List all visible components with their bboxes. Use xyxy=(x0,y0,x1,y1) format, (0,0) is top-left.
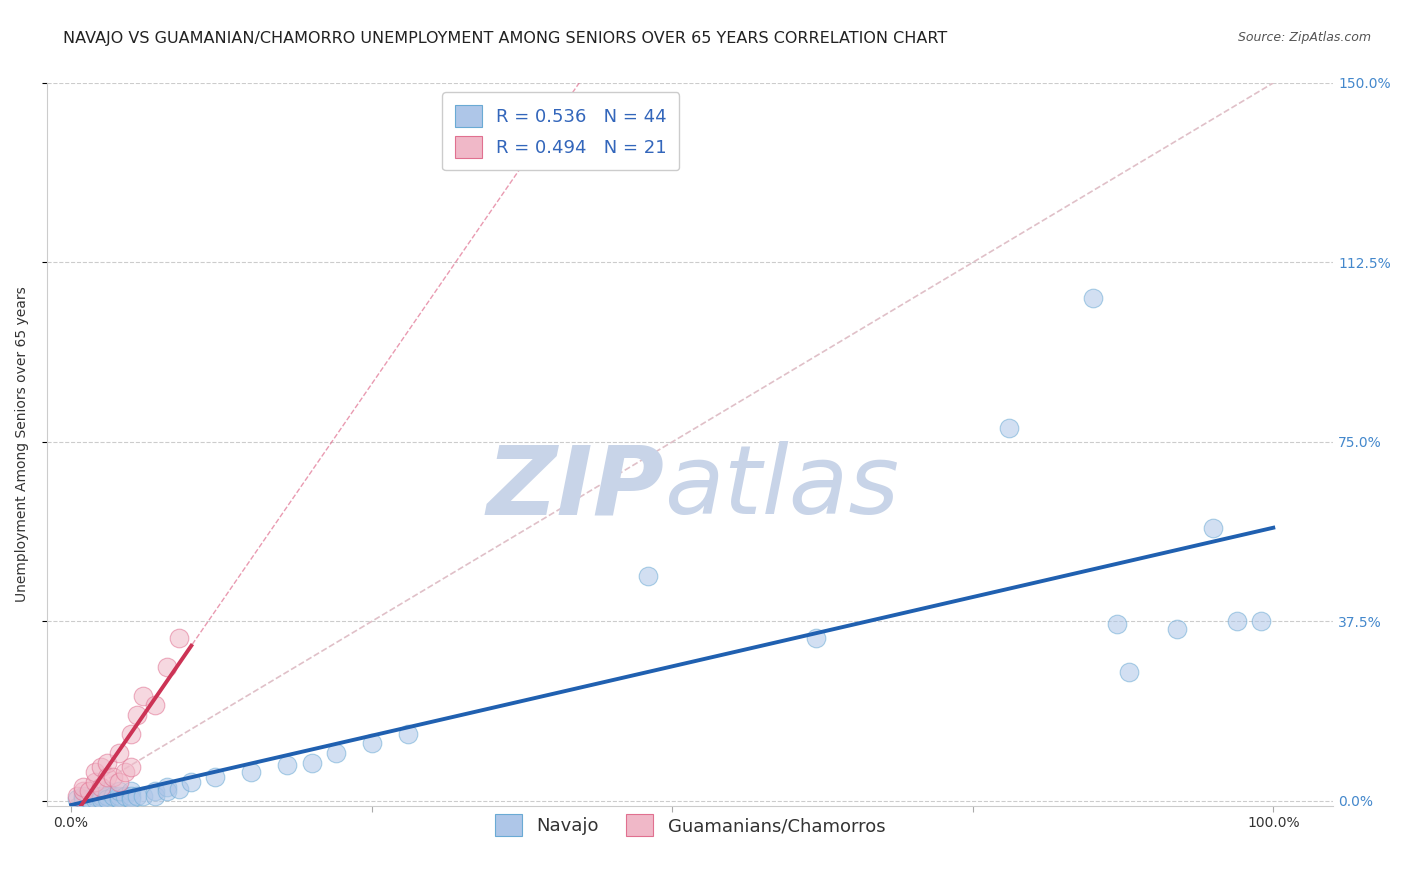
Point xyxy=(143,698,166,713)
Point xyxy=(84,791,107,805)
Point xyxy=(96,770,118,784)
Text: NAVAJO VS GUAMANIAN/CHAMORRO UNEMPLOYMENT AMONG SENIORS OVER 65 YEARS CORRELATIO: NAVAJO VS GUAMANIAN/CHAMORRO UNEMPLOYMEN… xyxy=(63,31,948,46)
Point xyxy=(396,727,419,741)
Point xyxy=(72,789,94,804)
Point xyxy=(96,756,118,770)
Point xyxy=(96,789,118,804)
Point xyxy=(1166,622,1188,636)
Point xyxy=(108,791,131,805)
Point xyxy=(72,780,94,794)
Point xyxy=(90,789,112,804)
Point xyxy=(997,420,1019,434)
Point xyxy=(360,736,382,750)
Text: Source: ZipAtlas.com: Source: ZipAtlas.com xyxy=(1237,31,1371,45)
Point xyxy=(180,774,202,789)
Point xyxy=(90,780,112,794)
Legend: Navajo, Guamanians/Chamorros: Navajo, Guamanians/Chamorros xyxy=(488,807,893,844)
Point xyxy=(108,784,131,798)
Point xyxy=(1105,616,1128,631)
Point xyxy=(120,789,142,804)
Point xyxy=(127,789,149,804)
Point xyxy=(1226,615,1249,629)
Point xyxy=(1118,665,1140,679)
Point xyxy=(120,760,142,774)
Point xyxy=(101,770,124,784)
Point xyxy=(72,791,94,805)
Point xyxy=(120,727,142,741)
Point xyxy=(108,746,131,760)
Point xyxy=(132,789,155,804)
Point xyxy=(114,765,136,780)
Point xyxy=(204,770,226,784)
Point xyxy=(156,660,179,674)
Point xyxy=(108,774,131,789)
Point xyxy=(84,789,107,804)
Point xyxy=(66,791,89,805)
Point xyxy=(120,784,142,798)
Point xyxy=(169,781,191,796)
Y-axis label: Unemployment Among Seniors over 65 years: Unemployment Among Seniors over 65 years xyxy=(15,286,30,602)
Point xyxy=(1202,521,1225,535)
Point xyxy=(90,760,112,774)
Point xyxy=(66,789,89,804)
Point xyxy=(637,569,659,583)
Point xyxy=(120,791,142,805)
Text: ZIP: ZIP xyxy=(486,442,665,534)
Point xyxy=(77,791,100,805)
Point xyxy=(127,707,149,722)
Point xyxy=(1081,291,1104,305)
Point xyxy=(1250,615,1272,629)
Point xyxy=(96,791,118,805)
Point xyxy=(169,631,191,645)
Point xyxy=(276,758,298,772)
Point xyxy=(156,780,179,794)
Point xyxy=(108,789,131,804)
Point xyxy=(156,784,179,798)
Point xyxy=(301,756,323,770)
Point xyxy=(143,784,166,798)
Point xyxy=(72,784,94,798)
Point xyxy=(143,789,166,804)
Point xyxy=(84,765,107,780)
Text: atlas: atlas xyxy=(665,442,900,534)
Point xyxy=(114,789,136,804)
Point xyxy=(132,689,155,703)
Point xyxy=(806,631,828,645)
Point xyxy=(96,784,118,798)
Point xyxy=(90,791,112,805)
Point xyxy=(77,784,100,798)
Point xyxy=(240,765,263,780)
Point xyxy=(101,789,124,804)
Point xyxy=(325,746,347,760)
Point xyxy=(84,774,107,789)
